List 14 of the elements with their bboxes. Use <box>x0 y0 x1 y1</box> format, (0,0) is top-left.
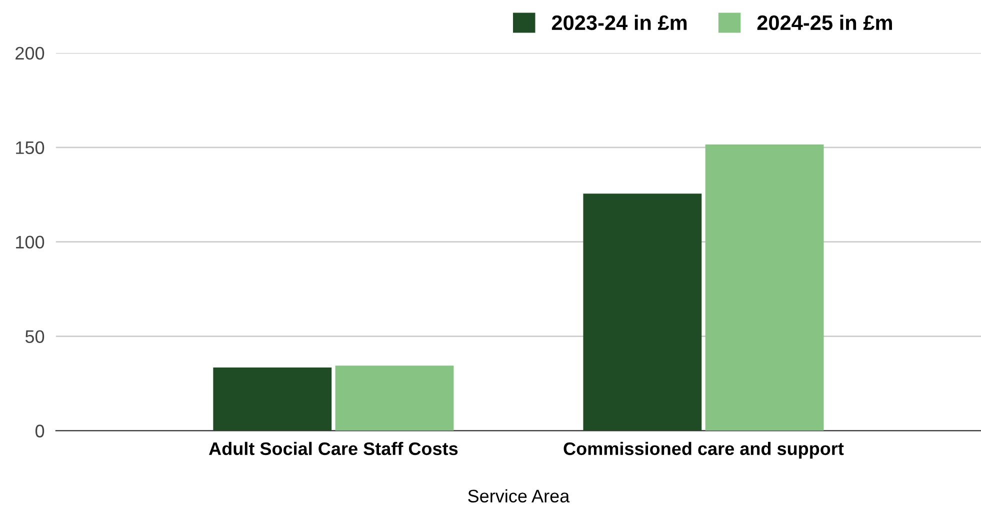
bar <box>335 366 454 431</box>
y-tick-label: 100 <box>16 236 44 249</box>
y-tick-label: 150 <box>16 141 44 154</box>
x-axis-title: Service Area <box>468 489 570 502</box>
x-tick-label: Adult Social Care Staff Costs <box>208 442 458 456</box>
bar <box>705 144 824 431</box>
legend-label: 2024-25 in £m <box>757 14 892 30</box>
bar <box>583 194 702 431</box>
x-tick-label: Commissioned care and support <box>564 442 844 459</box>
y-tick-label: 50 <box>25 330 44 344</box>
y-tick-label: 200 <box>16 46 44 60</box>
y-tick-label: 0 <box>35 424 44 438</box>
legend-label: 2023-24 in £m <box>552 14 687 30</box>
bar <box>213 367 332 431</box>
